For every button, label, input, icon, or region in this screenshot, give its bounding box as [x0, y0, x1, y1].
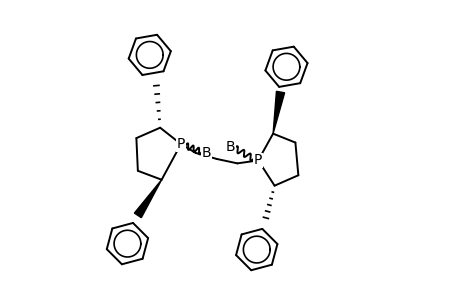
Text: B: B — [225, 140, 234, 154]
Text: P: P — [176, 137, 185, 151]
Polygon shape — [134, 180, 161, 218]
Text: B: B — [201, 146, 211, 160]
Text: P: P — [253, 153, 262, 167]
Polygon shape — [273, 91, 284, 134]
